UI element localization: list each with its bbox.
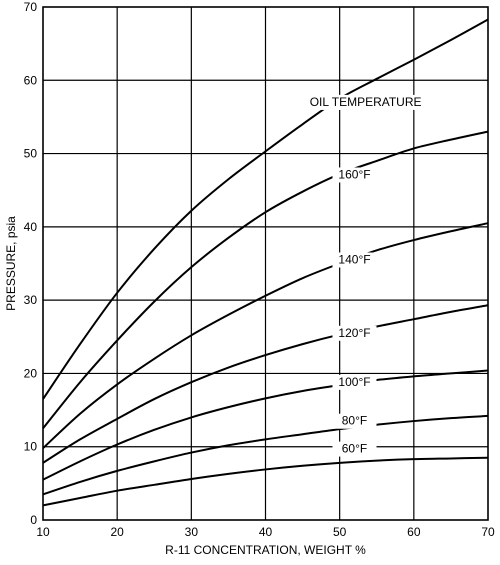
series-line-120f	[42, 304, 489, 464]
series-line-140f	[42, 222, 489, 449]
series-label: 140°F	[338, 253, 370, 267]
series-label: 60°F	[342, 442, 367, 456]
y-tick-label: 10	[24, 440, 38, 454]
plot-frame	[42, 6, 489, 521]
y-tick-label: 60	[24, 73, 38, 87]
series-label: 80°F	[342, 414, 367, 428]
x-tick-label: 10	[36, 525, 50, 539]
annotation-background	[305, 94, 426, 110]
y-tick-label: 50	[24, 147, 38, 161]
y-tick-label: 20	[24, 366, 38, 380]
series-label-background	[332, 252, 377, 268]
x-tick-label: 70	[481, 525, 495, 539]
grid-lines	[43, 7, 488, 520]
y-axis-label: PRESSURE, psia	[4, 216, 18, 311]
series-label: 100°F	[338, 375, 370, 389]
x-tick-label: 50	[333, 525, 347, 539]
series-label-background	[332, 374, 377, 390]
y-tick-label: 0	[30, 513, 37, 527]
series-label-background	[332, 413, 377, 429]
series-lines	[42, 18, 489, 507]
series-label-background	[332, 167, 377, 183]
x-axis-label: R-11 CONCENTRATION, WEIGHT %	[165, 543, 366, 557]
series-line-60f	[42, 456, 489, 507]
x-tick-label: 60	[407, 525, 421, 539]
series-label-background	[332, 325, 377, 341]
y-tick-label: 40	[24, 220, 38, 234]
series-label: 120°F	[338, 326, 370, 340]
y-tick-label: 30	[24, 293, 38, 307]
x-tick-label: 40	[259, 525, 273, 539]
x-tick-label: 20	[110, 525, 124, 539]
series-line-160f	[42, 130, 489, 430]
series-line-180f	[42, 18, 489, 400]
series-line-100f	[42, 369, 489, 481]
x-tick-label: 30	[185, 525, 199, 539]
oil-temperature-annotation: OIL TEMPERATURE	[310, 95, 422, 109]
series-label-background	[332, 441, 377, 457]
series-line-80f	[42, 414, 489, 496]
y-tick-label: 70	[24, 0, 38, 14]
series-label: 160°F	[338, 167, 370, 181]
